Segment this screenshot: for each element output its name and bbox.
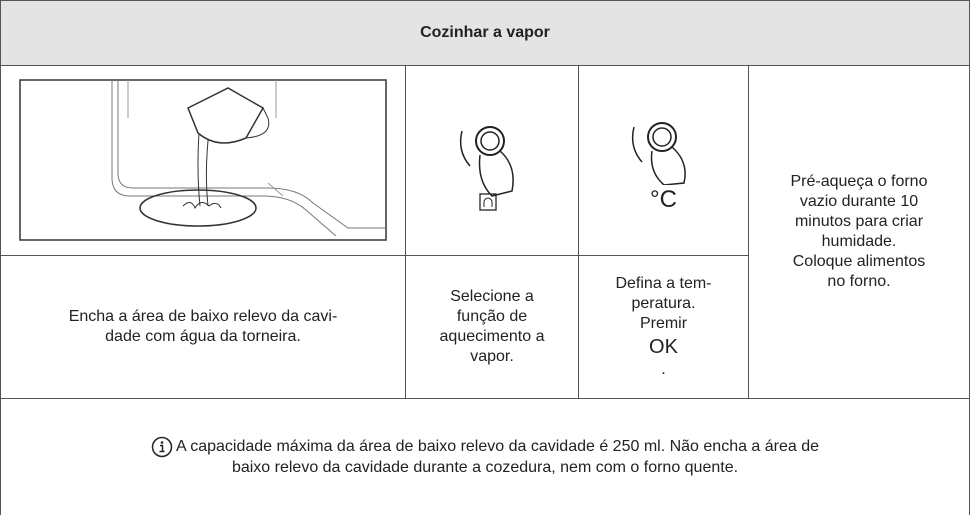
note: A capacidade máxima da área de baixo rel… [0,398,970,515]
text-line: Premir [639,315,688,332]
icon-cell [405,65,579,256]
icon-cell: °C [578,65,749,256]
illustration-pour-water [19,79,387,241]
text-line: no forno. [827,273,891,290]
text-line: . [661,361,666,378]
text-line: A capacidade máxima da área de baixo rel… [151,436,819,458]
text-line: Coloque alimentos [792,253,926,270]
text-line: aquecimento a [439,328,545,345]
text-line: Pré-aqueça o forno [790,173,928,190]
header: Cozinhar a vapor [0,0,970,66]
text-line: vazio durante 10 [799,193,919,210]
image-cell [0,65,406,256]
text-line: minutos para criar [794,213,924,230]
info-icon [151,436,173,458]
icon-label: °C [650,185,677,213]
step-text: Encha a área de baixo relevo da cavi- da… [0,255,406,399]
header-title: Cozinhar a vapor [420,24,550,41]
text-line: peratura. [631,295,696,312]
text-line: dade com água da torneira. [105,328,301,345]
note-text: A capacidade máxima da área de baixo rel… [175,438,820,455]
hand-knob-icon [631,121,686,185]
button-label: OK [649,336,678,358]
step-text: Selecione a função de aquecimento a vapo… [405,255,579,399]
text-line: vapor. [470,348,514,365]
step-text: Defina a tem- peratura. Premir OK . [578,255,749,399]
text-line: função de [456,308,528,325]
text-line: Encha a área de baixo relevo da cavi- [68,308,338,325]
note-text: baixo relevo da cavidade durante a cozed… [231,459,739,476]
text-line: humidade. [821,233,897,250]
hand-knob-icon [459,125,514,211]
step-text: Pré-aqueça o forno vazio durante 10 minu… [748,65,970,399]
text-line: Selecione a [450,288,534,305]
text-line: Defina a tem- [615,275,712,292]
